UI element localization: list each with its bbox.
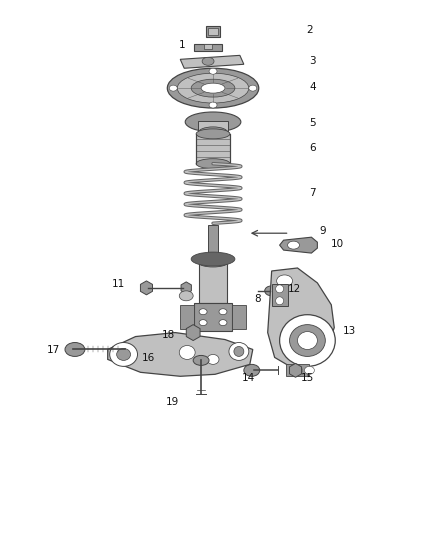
Ellipse shape bbox=[110, 343, 138, 366]
Ellipse shape bbox=[279, 314, 335, 366]
Polygon shape bbox=[279, 237, 318, 253]
Polygon shape bbox=[180, 305, 194, 329]
Ellipse shape bbox=[199, 259, 227, 267]
Polygon shape bbox=[186, 325, 200, 341]
Bar bbox=[196, 134, 230, 164]
Ellipse shape bbox=[229, 343, 249, 360]
Ellipse shape bbox=[170, 85, 177, 91]
Polygon shape bbox=[141, 281, 152, 295]
Text: 2: 2 bbox=[306, 25, 313, 35]
Bar bbox=[286, 365, 309, 376]
Ellipse shape bbox=[219, 309, 227, 314]
Polygon shape bbox=[268, 268, 334, 367]
Polygon shape bbox=[180, 55, 244, 68]
Ellipse shape bbox=[179, 291, 193, 301]
Bar bbox=[199, 263, 227, 303]
Ellipse shape bbox=[201, 83, 225, 93]
Ellipse shape bbox=[196, 129, 230, 139]
Text: 17: 17 bbox=[46, 345, 60, 356]
Ellipse shape bbox=[244, 365, 260, 376]
Ellipse shape bbox=[205, 130, 221, 136]
Text: 12: 12 bbox=[288, 284, 301, 294]
Ellipse shape bbox=[65, 343, 85, 357]
Text: 15: 15 bbox=[301, 373, 314, 383]
Text: 9: 9 bbox=[319, 226, 325, 236]
Ellipse shape bbox=[177, 73, 249, 103]
Text: 4: 4 bbox=[309, 82, 316, 92]
Ellipse shape bbox=[202, 58, 214, 65]
Bar bbox=[208, 225, 218, 261]
Text: 18: 18 bbox=[162, 329, 175, 340]
Ellipse shape bbox=[193, 356, 209, 365]
Ellipse shape bbox=[249, 85, 257, 91]
Text: 11: 11 bbox=[112, 279, 125, 289]
Ellipse shape bbox=[117, 349, 131, 360]
Ellipse shape bbox=[293, 366, 303, 374]
Ellipse shape bbox=[276, 297, 283, 305]
Ellipse shape bbox=[191, 79, 235, 97]
Text: 13: 13 bbox=[343, 326, 356, 336]
Text: 10: 10 bbox=[331, 239, 344, 249]
Ellipse shape bbox=[198, 127, 228, 139]
Bar bbox=[208, 28, 218, 36]
Bar bbox=[198, 121, 228, 133]
Ellipse shape bbox=[288, 241, 300, 249]
Text: 5: 5 bbox=[309, 118, 316, 128]
Ellipse shape bbox=[209, 102, 217, 108]
Ellipse shape bbox=[179, 345, 195, 359]
Ellipse shape bbox=[207, 354, 219, 365]
Bar bbox=[194, 44, 222, 51]
Text: 16: 16 bbox=[142, 353, 155, 364]
Ellipse shape bbox=[290, 325, 325, 357]
Ellipse shape bbox=[304, 366, 314, 374]
Bar bbox=[204, 44, 212, 49]
Text: 1: 1 bbox=[179, 41, 186, 51]
Polygon shape bbox=[108, 333, 253, 376]
Ellipse shape bbox=[167, 68, 259, 108]
Ellipse shape bbox=[199, 309, 207, 314]
Text: 3: 3 bbox=[309, 56, 316, 66]
Bar bbox=[206, 26, 220, 37]
Text: 8: 8 bbox=[254, 294, 261, 304]
Ellipse shape bbox=[191, 252, 235, 266]
Polygon shape bbox=[181, 282, 191, 294]
Ellipse shape bbox=[265, 286, 279, 296]
Ellipse shape bbox=[185, 112, 241, 132]
Text: 19: 19 bbox=[166, 397, 179, 407]
Ellipse shape bbox=[277, 275, 293, 287]
Text: 6: 6 bbox=[309, 143, 316, 153]
Text: 14: 14 bbox=[242, 373, 255, 383]
Ellipse shape bbox=[234, 346, 244, 357]
Polygon shape bbox=[232, 305, 246, 329]
Bar bbox=[272, 284, 288, 306]
Ellipse shape bbox=[297, 332, 318, 350]
Ellipse shape bbox=[196, 159, 230, 168]
Ellipse shape bbox=[209, 68, 217, 74]
Ellipse shape bbox=[276, 285, 283, 293]
Text: 7: 7 bbox=[309, 189, 316, 198]
Ellipse shape bbox=[219, 320, 227, 326]
Polygon shape bbox=[290, 364, 301, 377]
Ellipse shape bbox=[199, 320, 207, 326]
Bar bbox=[194, 303, 232, 330]
